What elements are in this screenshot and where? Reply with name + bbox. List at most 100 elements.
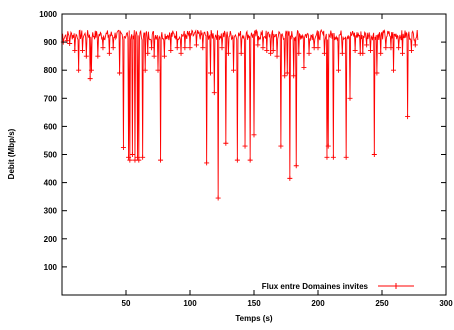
data-point-marker (178, 50, 184, 56)
data-point-marker (182, 45, 188, 51)
data-point-marker (347, 95, 353, 101)
y-tick-label: 900 (44, 38, 58, 47)
data-point-marker (161, 53, 167, 59)
data-point-marker (274, 53, 280, 59)
y-tick-label: 700 (44, 94, 58, 103)
data-point-marker (126, 154, 132, 160)
data-point-marker (371, 152, 377, 157)
x-tick-label: 300 (439, 299, 453, 308)
data-point-marker (187, 45, 193, 51)
x-tick-label: 200 (311, 299, 325, 308)
data-point-marker (284, 70, 290, 76)
data-point-marker (391, 67, 397, 73)
data-point-marker (399, 50, 405, 56)
data-point-marker (215, 195, 221, 201)
data-point-marker (325, 143, 331, 149)
data-point-marker (64, 38, 70, 44)
data-point-marker (306, 50, 312, 56)
data-point-marker (352, 48, 358, 54)
data-point-marker (255, 42, 261, 48)
data-point-marker (120, 144, 126, 150)
data-point-marker (204, 160, 210, 166)
data-point-marker (174, 45, 180, 51)
data-point-marker (396, 45, 402, 51)
data-point-marker (405, 114, 411, 120)
data-point-marker (360, 50, 366, 56)
y-tick-label: 300 (44, 207, 58, 216)
data-point-marker (247, 157, 253, 163)
data-point-marker (315, 45, 321, 51)
data-point-marker (238, 50, 244, 56)
data-point-marker (367, 48, 373, 54)
data-point-marker (231, 67, 237, 73)
data-point-marker (335, 67, 341, 73)
data-point-marker (106, 50, 112, 56)
data-point-marker (293, 163, 299, 169)
data-point-marker (87, 76, 93, 82)
data-point-marker (264, 48, 270, 54)
data-point-marker (383, 45, 389, 51)
data-point-marker (374, 70, 380, 76)
plot-layer (60, 28, 419, 201)
data-point-marker (223, 140, 229, 146)
data-point-marker (330, 154, 336, 160)
data-point-marker (260, 45, 266, 51)
data-point-marker (207, 70, 213, 76)
y-tick-label: 800 (44, 66, 58, 75)
data-point-marker (287, 175, 293, 181)
x-tick-label: 50 (122, 299, 131, 308)
axes-layer: 100 200 300 400 500 600 700 800 900 1000 50 100 150 2… (39, 10, 453, 308)
data-point-marker (282, 73, 288, 79)
data-point-marker (127, 157, 133, 163)
data-point-marker (219, 45, 225, 51)
y-tick-label: 100 (44, 263, 58, 272)
data-point-marker (136, 157, 142, 163)
data-point-marker (339, 50, 345, 56)
data-point-marker (193, 42, 199, 48)
data-point-marker (117, 70, 123, 76)
data-point-marker (301, 64, 307, 70)
y-tick-label: 200 (44, 235, 58, 244)
data-point-marker (242, 143, 248, 149)
data-point-marker (378, 50, 384, 56)
x-axis-label: Temps (s) (235, 314, 273, 323)
data-point-marker (135, 154, 141, 160)
data-point-marker (234, 157, 240, 163)
data-point-marker (95, 53, 101, 59)
data-point-marker (168, 48, 174, 54)
x-tick-label: 250 (375, 299, 389, 308)
data-point-marker (67, 41, 73, 47)
data-point-marker (324, 154, 330, 160)
data-point-marker (200, 45, 206, 51)
data-point-marker (225, 50, 231, 56)
series-line (61, 28, 419, 199)
data-point-marker (291, 73, 297, 79)
data-point-marker (155, 67, 161, 73)
y-tick-label: 500 (44, 151, 58, 160)
y-tick-label: 400 (44, 179, 58, 188)
legend-label: Flux entre Domaines invites (262, 282, 369, 291)
data-point-marker (110, 45, 116, 51)
y-axis-label: Debit (Mbp/s) (7, 128, 16, 179)
data-point-marker (268, 50, 274, 56)
data-point-marker (408, 48, 414, 54)
data-point-marker (251, 132, 257, 138)
data-point-marker (321, 50, 327, 56)
data-point-marker (83, 53, 89, 59)
data-point-marker (296, 50, 302, 56)
data-point-marker (88, 67, 94, 73)
data-point-marker (158, 157, 164, 163)
data-point-marker (142, 67, 148, 73)
legend: Flux entre Domaines invites (262, 282, 414, 291)
data-point-marker (145, 50, 151, 56)
data-point-marker (79, 48, 85, 54)
data-point-marker (278, 143, 284, 149)
x-tick-label: 150 (247, 299, 261, 308)
x-tick-label: 100 (183, 299, 197, 308)
y-tick-label: 1000 (39, 10, 57, 19)
legend-marker (393, 283, 399, 289)
data-point-marker (140, 154, 146, 160)
data-point-marker (149, 45, 155, 51)
